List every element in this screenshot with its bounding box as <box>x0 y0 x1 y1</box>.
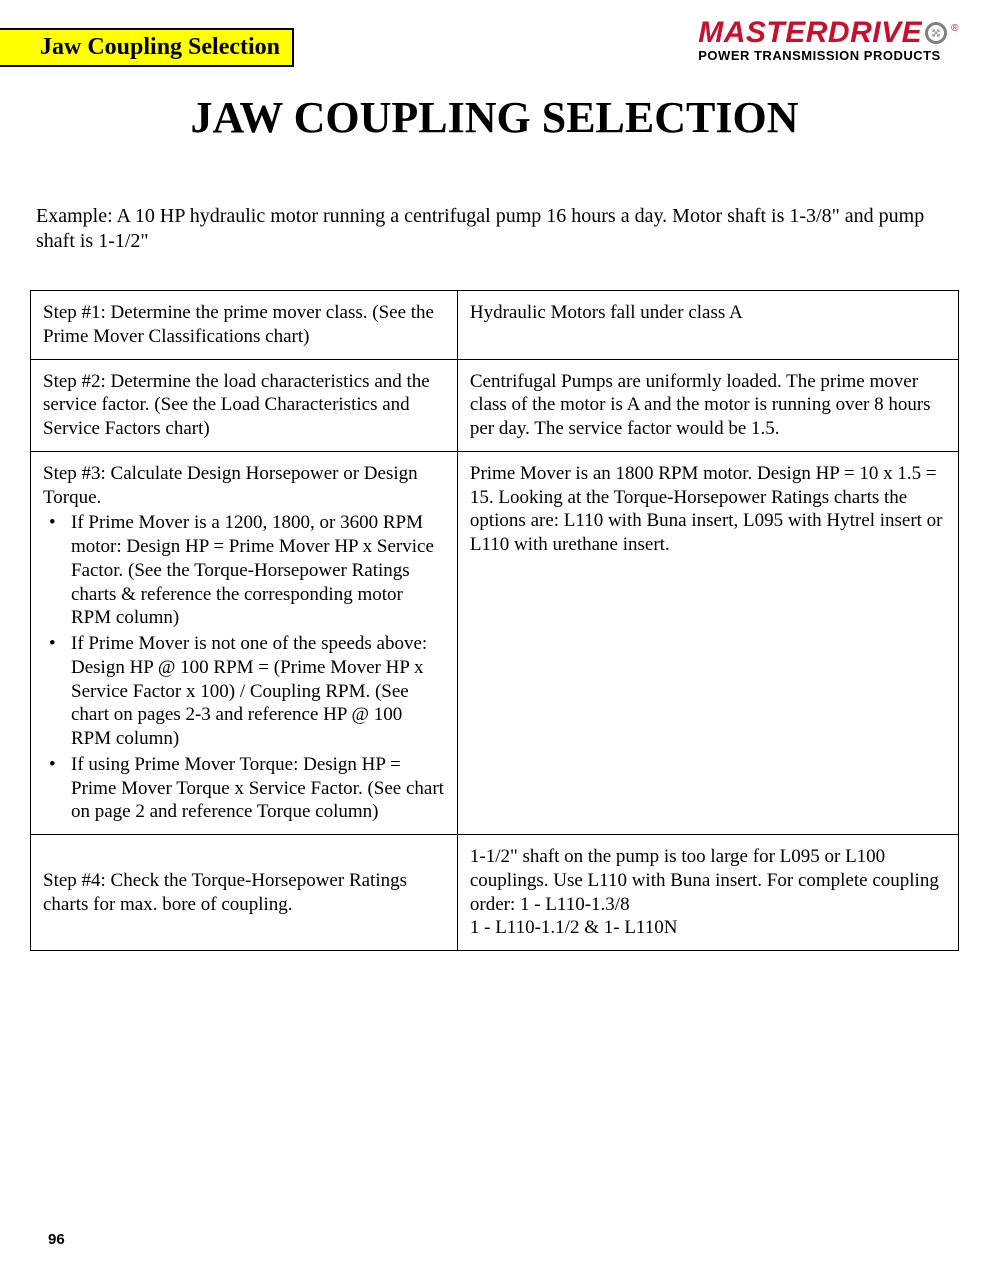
brand-tagline: POWER TRANSMISSION PRODUCTS <box>698 48 959 63</box>
content-area: Example: A 10 HP hydraulic motor running… <box>30 204 959 951</box>
step-right-cell: Prime Mover is an 1800 RPM motor. Design… <box>457 451 958 834</box>
step-intro: Step #4: Check the Torque-Horsepower Rat… <box>43 869 445 917</box>
table-row: Step #4: Check the Torque-Horsepower Rat… <box>31 835 959 951</box>
steps-table-body: Step #1: Determine the prime mover class… <box>31 291 959 951</box>
registered-mark: ® <box>951 23 959 34</box>
table-row: Step #3: Calculate Design Horsepower or … <box>31 451 959 834</box>
step-right-cell: Hydraulic Motors fall under class A <box>457 291 958 360</box>
page-number: 96 <box>48 1231 65 1248</box>
step-intro: Step #1: Determine the prime mover class… <box>43 301 445 349</box>
step-left-cell: Step #2: Determine the load characterist… <box>31 359 458 451</box>
brand-name-row: MASTERDRIVE ® <box>698 16 959 50</box>
page-header: Jaw Coupling Selection MASTERDRIVE ® POW… <box>0 28 989 68</box>
step-bullet-list: If Prime Mover is a 1200, 1800, or 3600 … <box>43 511 445 824</box>
section-tab-label: Jaw Coupling Selection <box>40 34 280 60</box>
step-left-cell: Step #1: Determine the prime mover class… <box>31 291 458 360</box>
step-right-cell: Centrifugal Pumps are uniformly loaded. … <box>457 359 958 451</box>
brand-name-text: MASTERDRIVE <box>698 16 922 50</box>
table-row: Step #1: Determine the prime mover class… <box>31 291 959 360</box>
step-bullet: If Prime Mover is not one of the speeds … <box>43 632 445 751</box>
brand-block: MASTERDRIVE ® POWER TRANSMISSION PRODUCT… <box>698 16 959 63</box>
step-intro: Step #3: Calculate Design Horsepower or … <box>43 462 445 510</box>
step-bullet: If Prime Mover is a 1200, 1800, or 3600 … <box>43 511 445 630</box>
page-title: JAW COUPLING SELECTION <box>0 92 989 143</box>
step-left-cell: Step #3: Calculate Design Horsepower or … <box>31 451 458 834</box>
example-paragraph: Example: A 10 HP hydraulic motor running… <box>30 204 959 254</box>
steps-table: Step #1: Determine the prime mover class… <box>30 290 959 951</box>
step-right-cell: 1-1/2" shaft on the pump is too large fo… <box>457 835 958 951</box>
step-left-cell: Step #4: Check the Torque-Horsepower Rat… <box>31 835 458 951</box>
gear-icon <box>925 22 947 44</box>
section-tab: Jaw Coupling Selection <box>0 28 294 67</box>
step-intro: Step #2: Determine the load characterist… <box>43 370 445 441</box>
step-bullet: If using Prime Mover Torque: Design HP =… <box>43 753 445 824</box>
table-row: Step #2: Determine the load characterist… <box>31 359 959 451</box>
